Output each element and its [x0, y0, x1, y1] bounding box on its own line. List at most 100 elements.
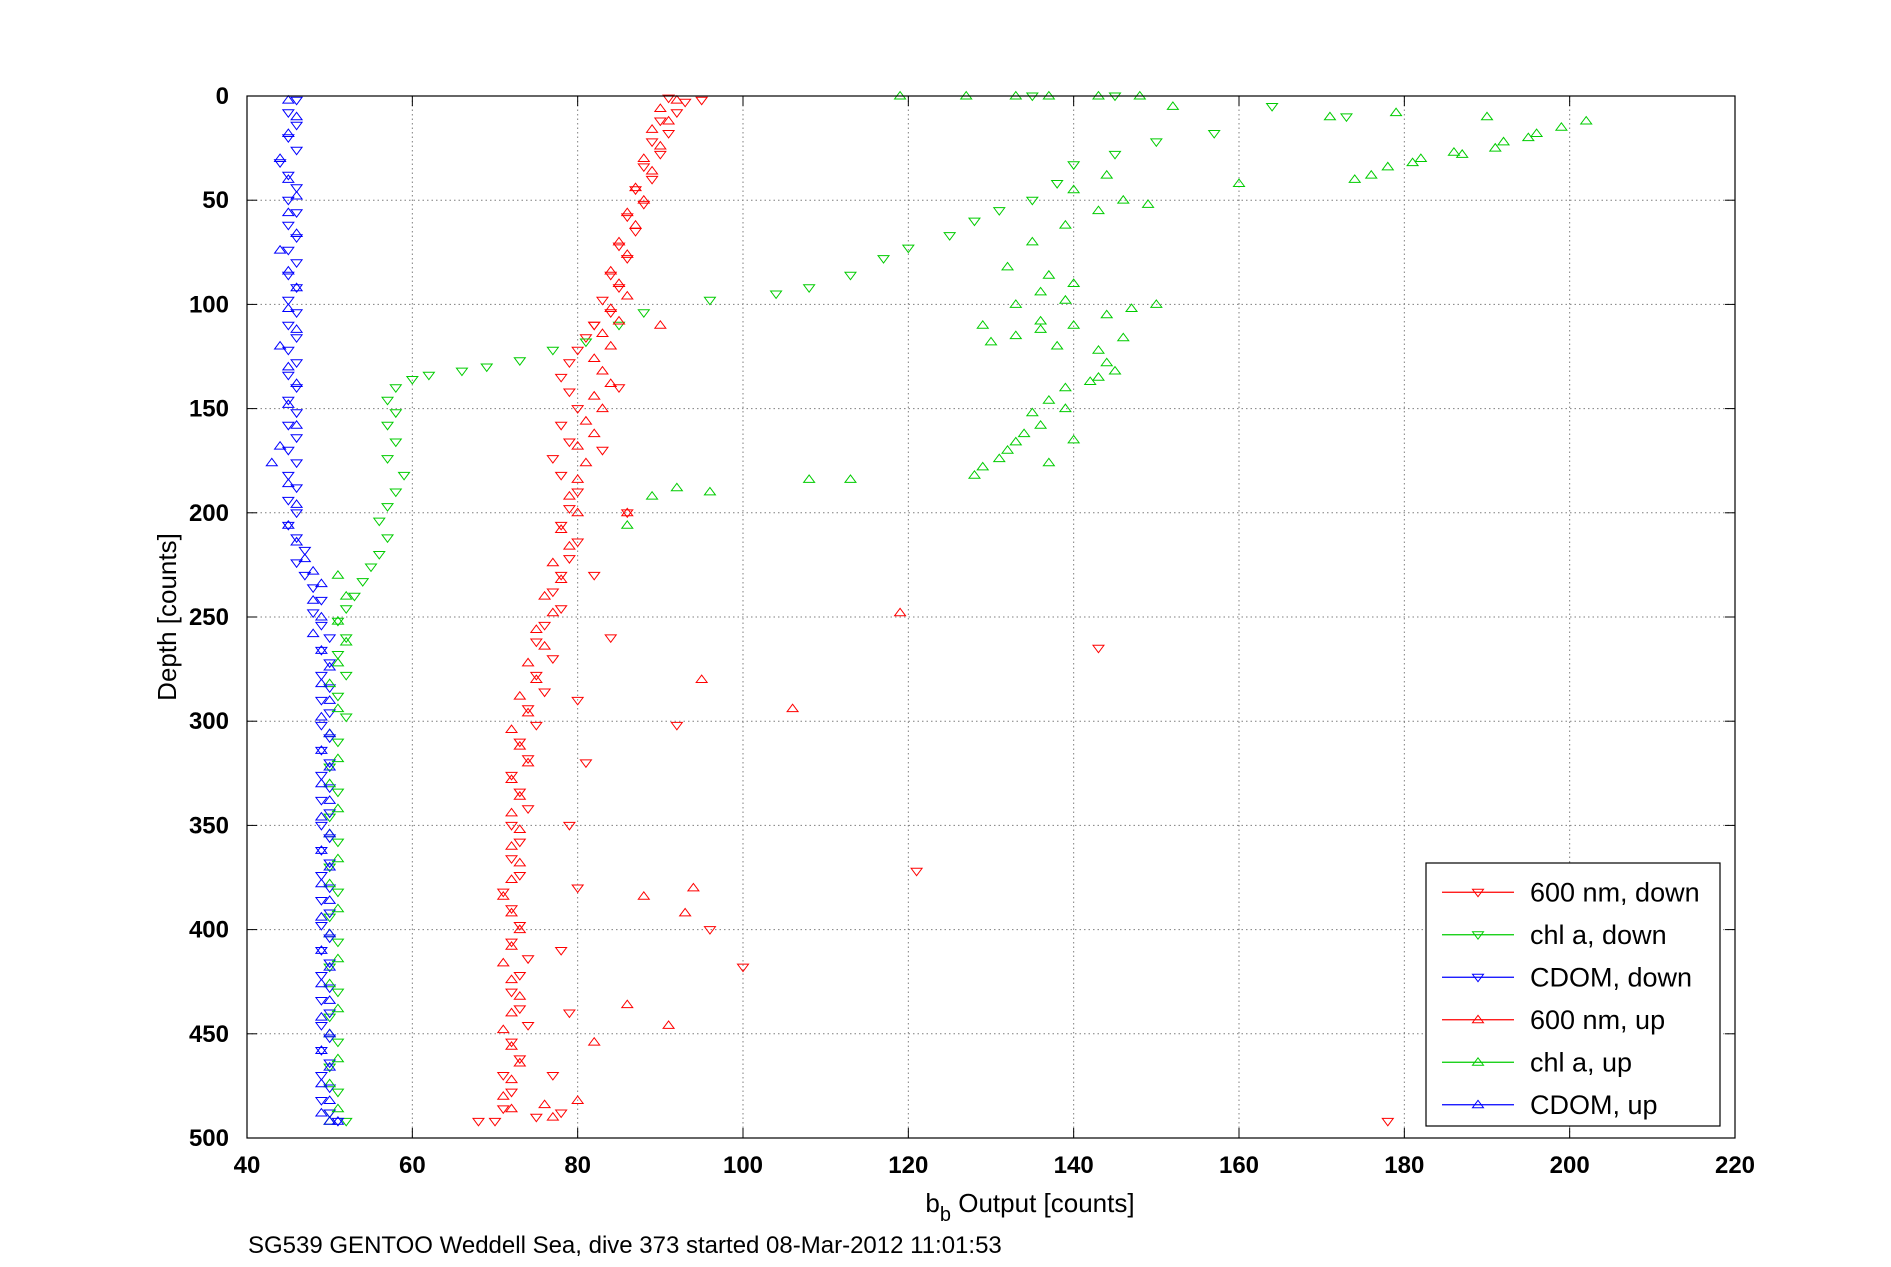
data-point: [281, 265, 295, 275]
data-point: [290, 324, 304, 333]
data-point: [323, 963, 337, 973]
series-3: [496, 94, 907, 1121]
data-point: [331, 853, 345, 863]
data-point: [513, 357, 527, 366]
data-point: [496, 888, 510, 898]
data-point: [604, 303, 618, 313]
data-point: [372, 551, 386, 560]
data-point: [604, 271, 618, 281]
data-point: [331, 1038, 345, 1048]
data-point: [1149, 299, 1163, 308]
data-point: [1042, 269, 1056, 279]
data-point: [546, 455, 560, 464]
data-point: [959, 90, 973, 100]
data-point: [281, 196, 295, 206]
data-point: [943, 232, 957, 241]
data-point: [637, 309, 651, 319]
data-point: [513, 788, 527, 798]
data-point: [273, 159, 287, 168]
data-point: [505, 807, 519, 817]
data-point: [554, 521, 568, 531]
data-point: [571, 346, 585, 356]
data-point: [1050, 340, 1064, 350]
data-point: [455, 367, 469, 377]
legend-marker: [1471, 888, 1485, 898]
data-point: [323, 1028, 337, 1038]
data-point: [314, 871, 328, 881]
data-point: [695, 674, 709, 683]
data-point: [505, 771, 519, 781]
data-point: [323, 678, 337, 688]
data-point: [1042, 457, 1056, 467]
legend-marker: [1471, 931, 1485, 941]
data-point: [331, 692, 345, 702]
data-point: [314, 645, 328, 654]
data-point: [513, 790, 527, 800]
data-point: [1108, 150, 1122, 160]
data-point: [595, 403, 609, 413]
data-point: [339, 636, 353, 646]
data-point: [290, 434, 304, 444]
data-point: [331, 938, 345, 948]
data-point: [513, 740, 527, 750]
data-point: [538, 1099, 552, 1109]
x-tick-label: 40: [234, 1152, 261, 1179]
data-point: [554, 1109, 568, 1119]
data-point: [612, 384, 626, 394]
data-point: [323, 909, 337, 919]
data-point: [571, 488, 585, 498]
data-point: [1265, 102, 1279, 112]
series-1: [323, 92, 1353, 1127]
data-point: [1323, 111, 1337, 121]
data-point: [637, 153, 651, 162]
legend-label: 600 nm, up: [1530, 1005, 1665, 1035]
data-point: [620, 509, 634, 519]
plot-frame: [246, 95, 1736, 1139]
data-point: [331, 738, 345, 748]
data-point: [323, 1095, 337, 1104]
data-point: [1108, 365, 1122, 375]
data-point: [604, 309, 618, 319]
data-point: [323, 795, 337, 804]
data-point: [306, 628, 320, 638]
legend-entry: CDOM, down: [1442, 962, 1692, 992]
data-point: [323, 761, 337, 771]
data-point: [323, 709, 337, 719]
data-point: [802, 284, 816, 294]
data-point: [645, 490, 659, 500]
data-point: [513, 1055, 527, 1065]
data-point: [314, 878, 328, 888]
data-point: [1579, 115, 1593, 125]
data-point: [653, 140, 667, 150]
data-point: [323, 1078, 337, 1088]
data-point: [1207, 130, 1221, 139]
data-point: [579, 457, 593, 467]
data-point: [323, 695, 337, 704]
data-point: [538, 590, 552, 600]
x-tick-label: 140: [1054, 1152, 1094, 1179]
data-point: [703, 296, 717, 306]
data-point: [314, 1078, 328, 1088]
data-point: [480, 363, 494, 373]
data-point: [637, 163, 651, 173]
data-point: [323, 1109, 337, 1119]
data-point: [562, 438, 576, 448]
data-point: [1034, 324, 1048, 333]
data-point: [290, 309, 304, 319]
data-point: [314, 1047, 328, 1056]
data-point: [331, 803, 345, 813]
data-point: [281, 321, 295, 331]
data-point: [273, 340, 287, 350]
data-point: [554, 946, 568, 956]
grid-lines: [247, 96, 1735, 1138]
data-point: [604, 265, 618, 275]
data-point: [645, 124, 659, 133]
data-point: [579, 759, 593, 769]
x-tick-label: 200: [1550, 1152, 1590, 1179]
data-point: [546, 607, 560, 617]
data-point: [571, 440, 585, 450]
data-point: [1017, 428, 1031, 438]
data-point: [1232, 178, 1246, 187]
data-point: [1497, 136, 1511, 146]
data-point: [662, 130, 676, 139]
